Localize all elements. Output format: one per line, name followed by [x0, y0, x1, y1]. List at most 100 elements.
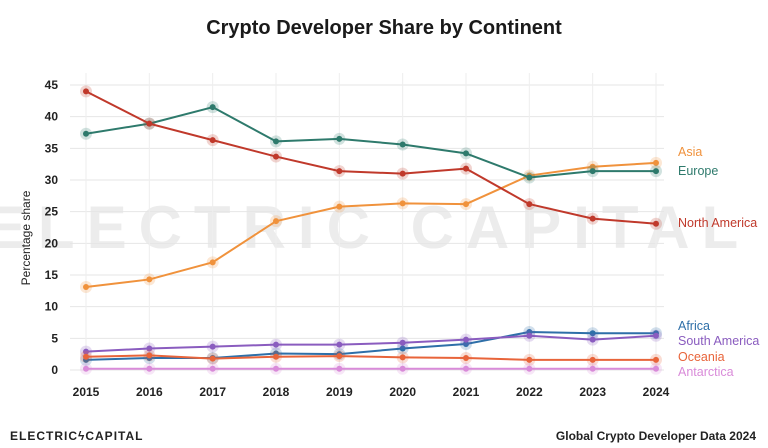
- data-point: [653, 356, 659, 363]
- x-tick-label: 2018: [263, 385, 290, 399]
- data-point: [273, 365, 279, 372]
- data-point: [273, 138, 279, 145]
- y-tick-label: 0: [51, 363, 58, 377]
- series-asia: [80, 156, 662, 294]
- series-line: [85, 90, 657, 225]
- data-point: [589, 215, 596, 222]
- x-tick-label: 2019: [326, 385, 353, 399]
- chart-title: Crypto Developer Share by Continent: [206, 17, 562, 39]
- data-point: [589, 330, 596, 337]
- data-point: [399, 345, 406, 352]
- series-europe: [80, 101, 662, 184]
- data-point: [463, 201, 469, 208]
- data-point: [146, 276, 153, 283]
- series-label: North America: [678, 216, 757, 230]
- data-point: [209, 137, 216, 144]
- series-oceania: [80, 349, 662, 366]
- x-tick-label: 2020: [389, 385, 416, 399]
- data-point: [399, 200, 406, 207]
- data-point: [336, 341, 343, 348]
- series-label: Europe: [678, 164, 718, 178]
- y-tick-label: 30: [45, 173, 59, 187]
- data-point: [463, 354, 469, 361]
- data-point: [273, 353, 279, 360]
- brand-logo: ELECTRICϟCAPITAL: [10, 429, 144, 443]
- x-tick-label: 2024: [643, 385, 670, 399]
- data-point: [526, 365, 533, 372]
- data-point: [463, 150, 469, 157]
- series-label: Africa: [678, 319, 710, 333]
- series-line: [85, 106, 656, 179]
- data-point: [273, 218, 279, 225]
- data-point: [589, 356, 596, 363]
- data-point: [526, 332, 533, 339]
- data-point: [146, 352, 153, 359]
- data-point: [209, 259, 216, 266]
- data-point: [273, 153, 279, 160]
- data-point: [399, 141, 406, 148]
- grid: [70, 73, 664, 371]
- y-tick-label: 5: [51, 331, 58, 345]
- data-point: [83, 88, 89, 95]
- data-point: [336, 203, 343, 210]
- data-point: [83, 348, 89, 355]
- series-group: [80, 85, 662, 375]
- series-label: Antarctica: [678, 365, 734, 379]
- data-point: [399, 354, 406, 361]
- data-point: [653, 159, 659, 166]
- data-point: [146, 365, 153, 372]
- data-point: [653, 365, 659, 372]
- data-point: [589, 365, 596, 372]
- data-point: [653, 220, 659, 227]
- series-north-america: [80, 85, 662, 230]
- series-label: South America: [678, 334, 759, 348]
- y-tick-label: 20: [45, 236, 59, 250]
- data-point: [399, 170, 406, 177]
- y-tick-label: 35: [45, 141, 59, 155]
- y-tick-label: 15: [45, 268, 59, 282]
- axes: 0 5 10 15 20 25 30 35 40 45 2015 2016 2017 2018 2019 20…: [45, 78, 670, 399]
- data-point: [336, 353, 343, 360]
- series-line: [85, 161, 657, 289]
- data-point: [399, 339, 406, 346]
- x-tick-label: 2023: [579, 385, 606, 399]
- data-point: [83, 130, 89, 137]
- data-point: [463, 336, 469, 343]
- source-note: Global Crypto Developer Data 2024: [555, 429, 756, 443]
- y-tick-label: 45: [45, 78, 59, 92]
- x-tick-label: 2022: [516, 385, 543, 399]
- series-south-america: [80, 329, 662, 358]
- data-point: [589, 163, 596, 170]
- data-point: [336, 135, 343, 142]
- data-point: [526, 174, 533, 181]
- data-point: [273, 341, 279, 348]
- y-tick-label: 25: [45, 205, 59, 219]
- y-axis-label: Percentage share: [19, 190, 33, 285]
- data-point: [653, 332, 659, 339]
- data-point: [83, 284, 89, 291]
- series-antarctica: [80, 362, 662, 375]
- x-tick-label: 2015: [73, 385, 100, 399]
- data-point: [463, 365, 469, 372]
- series-label: Asia: [678, 145, 702, 159]
- y-tick-label: 40: [45, 110, 59, 124]
- data-point: [336, 365, 343, 372]
- x-tick-label: 2016: [136, 385, 163, 399]
- data-point: [336, 168, 343, 175]
- data-point: [526, 356, 533, 363]
- x-tick-label: 2017: [199, 385, 226, 399]
- data-point: [589, 168, 596, 175]
- data-point: [146, 345, 153, 352]
- data-point: [209, 104, 216, 111]
- series-label: Oceania: [678, 350, 725, 364]
- data-point: [83, 365, 89, 372]
- data-point: [399, 365, 406, 372]
- data-point: [209, 365, 216, 372]
- x-tick-label: 2021: [453, 385, 480, 399]
- data-point: [653, 168, 659, 175]
- data-point: [463, 165, 469, 172]
- series-line: [85, 354, 656, 361]
- data-point: [209, 355, 216, 362]
